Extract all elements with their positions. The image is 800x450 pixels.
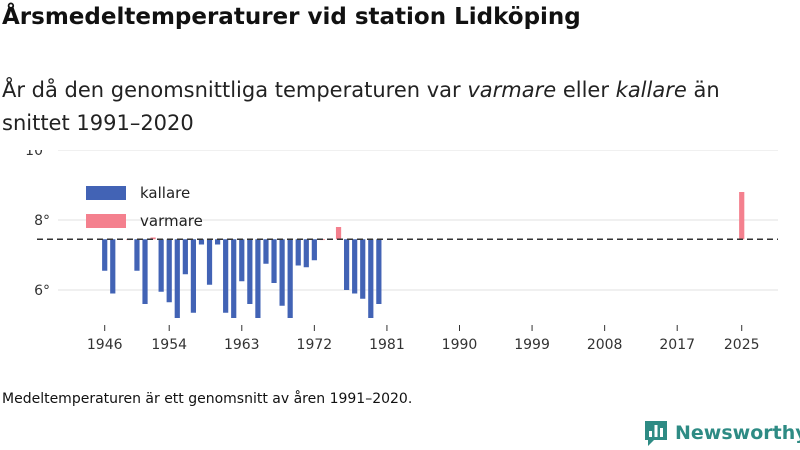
x-tick-label: 1954 [151,337,187,353]
bar-chart-logo-icon [645,421,667,446]
bar-warm [739,192,745,240]
bar-cold [223,239,229,313]
x-tick-label: 1981 [369,337,405,353]
bar-cold [182,239,188,275]
bar-cold [303,239,309,268]
x-tick-label: 1990 [442,337,478,353]
bar-cold [279,239,285,306]
chart-title: Årsmedeltemperaturer vid station Lidköpi… [2,4,581,30]
x-tick-label: 2008 [587,337,623,353]
bar-cold [239,239,245,282]
brand-name: Newsworthy [675,422,800,444]
bar-cold [198,239,205,245]
bar-cold [102,239,108,271]
newsworthy-brand[interactable]: Newsworthy [643,419,800,447]
bar-cold [368,239,374,318]
bar-cold [255,239,261,318]
x-tick-label: 1972 [297,337,333,353]
chart-subtitle: År då den genomsnittliga temperaturen va… [2,74,792,140]
bar-cold [376,239,382,304]
chart-footnote: Medeltemperaturen är ett genomsnitt av å… [2,391,413,407]
subtitle-warm-word: varmare [467,78,557,102]
subtitle-text-1: År då den genomsnittliga temperaturen va… [2,78,468,102]
x-tick-label: 1999 [514,337,550,353]
legend-swatch-cold [86,186,126,200]
bar-cold [158,239,164,292]
bar-cold [352,239,358,294]
y-tick-label: 6° [34,283,50,299]
x-tick-label: 1946 [87,337,123,353]
temperature-bar-chart: 6° 8° 10° 1946 1954 1963 1972 1981 1990 1999 2008 2… [25,150,778,353]
bar-warm [150,237,156,240]
bar-cold [134,239,140,271]
legend-label-warm: varmare [140,212,203,230]
bar-cold [231,239,237,318]
subtitle-text-3: än snittet 1991–2020 [2,78,720,135]
bar-cold [110,239,116,294]
bar-cold [295,239,301,266]
bar-cold [214,239,221,245]
bar-cold [287,239,293,318]
bar-cold [206,239,213,285]
legend-swatch-warm [86,214,126,228]
legend-label-cold: kallare [140,184,190,202]
x-tick-label: 2017 [659,337,695,353]
y-tick-label: 8° [34,213,50,229]
bar-cold [174,239,180,318]
subtitle-cold-word: kallare [615,78,687,102]
bar-cold [360,239,366,299]
bar-cold [247,239,253,304]
bar-cold [344,239,350,290]
bar-cold [263,239,269,264]
bar-cold [166,239,172,303]
bar-cold [142,239,148,304]
bar-cold [190,239,197,313]
y-tick-label: 10° [25,150,50,159]
x-tick-label: 2025 [724,337,760,353]
x-tick-label: 1963 [224,337,260,353]
bar-warm [335,227,342,240]
bar-cold [311,239,317,261]
bar-cold [271,239,277,283]
subtitle-text-2: eller [556,78,616,102]
